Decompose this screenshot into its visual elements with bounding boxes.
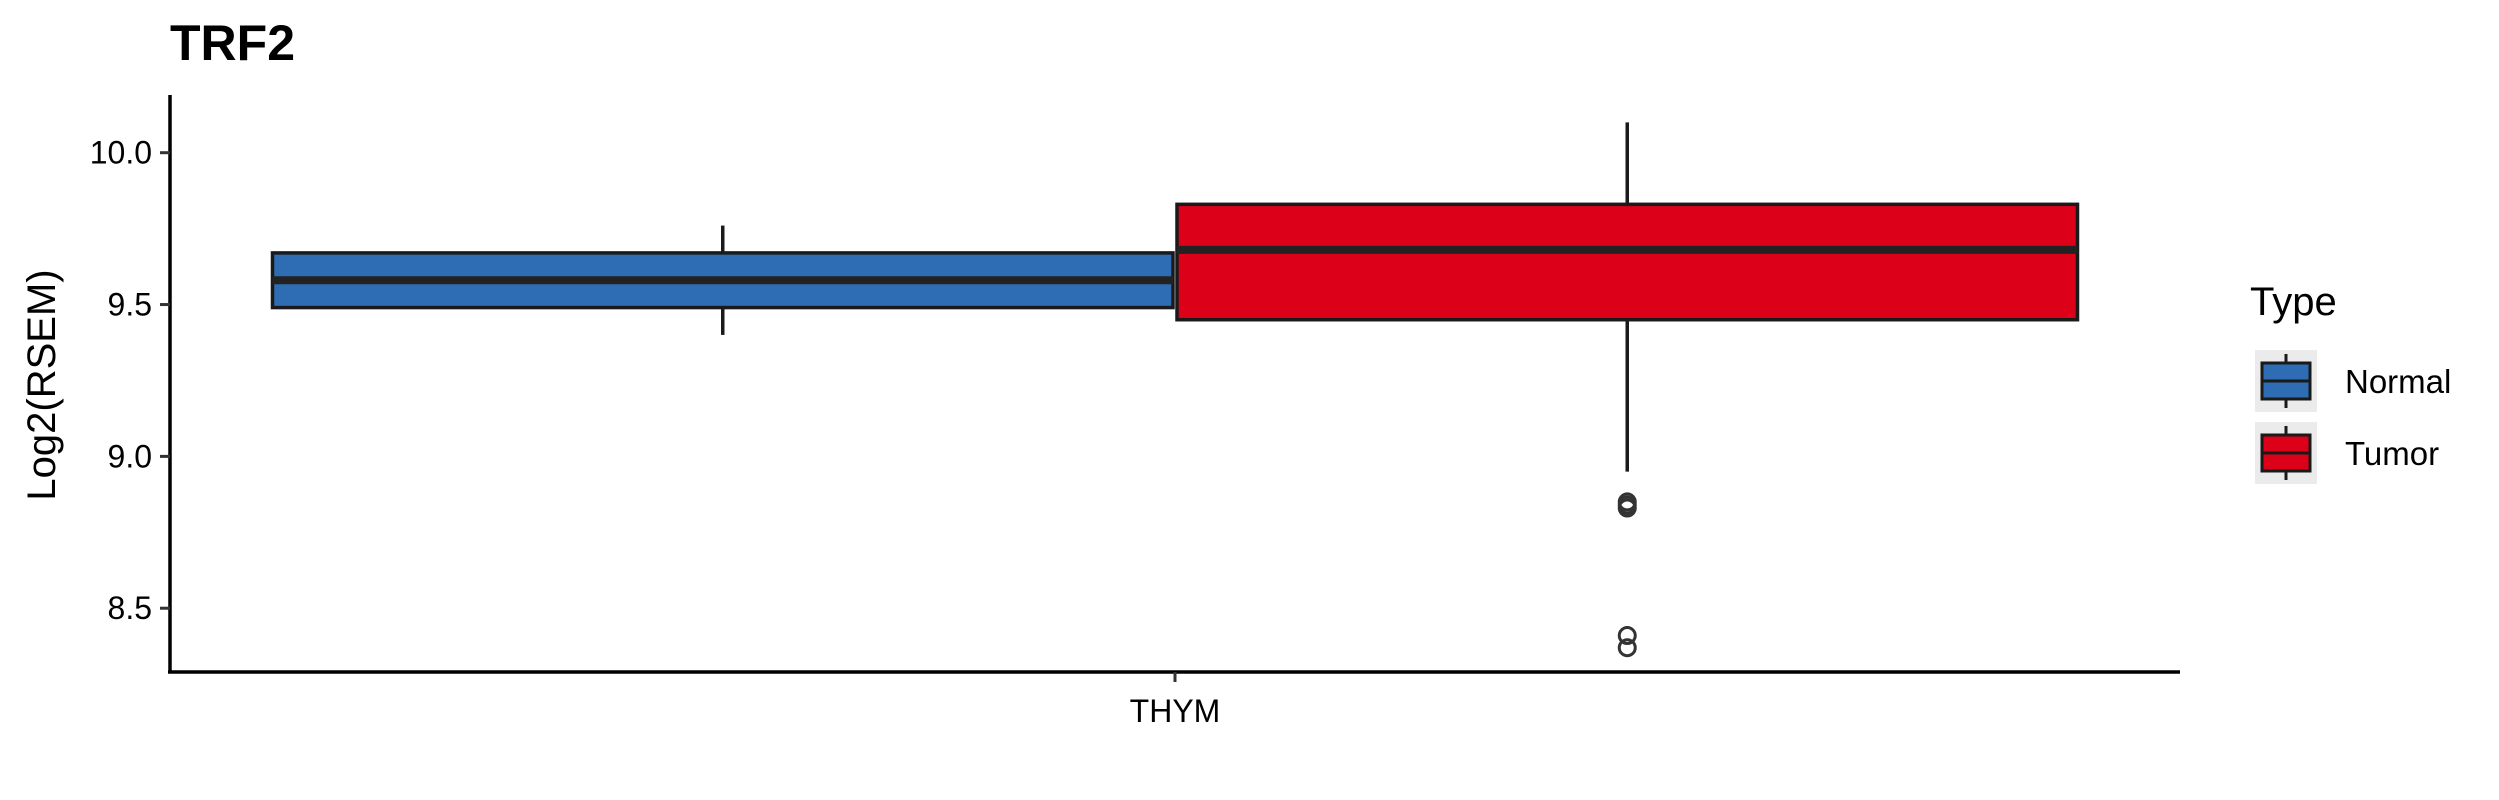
- y-axis-title: Log2(RSEM): [20, 269, 64, 500]
- outlier-point: [1617, 492, 1637, 512]
- legend-item-tumor: Tumor: [2255, 422, 2439, 484]
- y-tick-label: 9.5: [108, 287, 152, 323]
- chart-title: TRF2: [170, 15, 295, 71]
- y-tick-label: 8.5: [108, 590, 152, 626]
- plot-area: [270, 122, 2080, 658]
- x-tick-label: THYM: [1130, 693, 1221, 729]
- legend-label: Normal: [2345, 363, 2451, 400]
- legend-title: Type: [2250, 280, 2337, 324]
- y-tick-label: 10.0: [90, 135, 152, 171]
- axes: 8.5 9.0 9.5 10.0 THYM: [90, 95, 2180, 729]
- box-normal: [270, 225, 1175, 335]
- box-tumor: [1175, 122, 2080, 658]
- outlier-point: [1617, 638, 1637, 658]
- outlier-point: [1617, 626, 1637, 646]
- legend-label: Tumor: [2345, 435, 2439, 472]
- legend-item-normal: Normal: [2255, 350, 2451, 412]
- iqr-box: [1175, 202, 2080, 322]
- y-tick-label: 9.0: [108, 438, 152, 474]
- legend: Type Normal Tumor: [2250, 280, 2451, 484]
